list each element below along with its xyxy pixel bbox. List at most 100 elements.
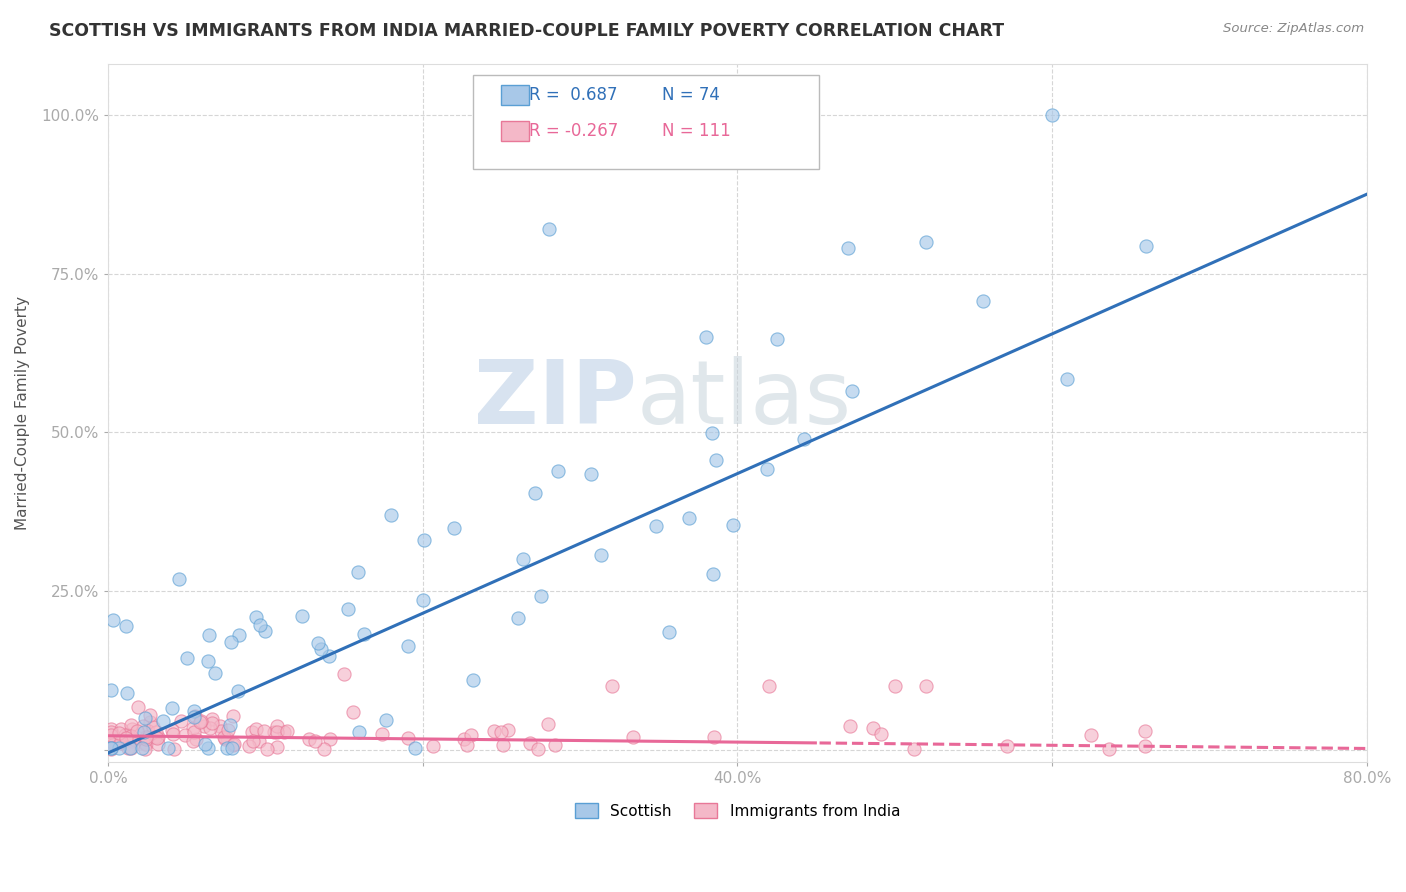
Point <box>160 701 183 715</box>
Point <box>498 723 520 737</box>
Point <box>108 726 131 740</box>
Point <box>194 737 217 751</box>
Point <box>537 222 560 236</box>
Point <box>581 467 603 481</box>
Point <box>163 742 186 756</box>
Point <box>304 734 326 748</box>
Point <box>456 738 478 752</box>
Point <box>337 602 360 616</box>
Point <box>870 726 893 740</box>
Point <box>167 572 190 586</box>
Point <box>181 721 204 735</box>
Point <box>131 719 153 733</box>
Point <box>1080 728 1102 742</box>
Point <box>249 618 271 632</box>
Point <box>240 725 263 739</box>
Point <box>125 723 148 738</box>
Point <box>396 640 419 654</box>
Point <box>135 730 157 744</box>
Point <box>200 712 222 726</box>
Point <box>100 741 122 756</box>
Point <box>146 737 169 751</box>
Point <box>138 724 160 739</box>
Point <box>201 716 224 731</box>
Point <box>214 732 236 747</box>
Point <box>217 741 239 756</box>
Point <box>245 722 267 736</box>
Point <box>190 714 212 728</box>
Point <box>111 733 134 747</box>
Point <box>100 742 122 756</box>
Point <box>183 724 205 739</box>
Point <box>972 294 994 309</box>
Point <box>198 628 221 642</box>
Point <box>422 739 444 753</box>
Point <box>146 731 169 745</box>
Point <box>100 728 122 742</box>
Point <box>218 718 240 732</box>
Point <box>883 679 905 693</box>
Point <box>197 654 219 668</box>
Point <box>1098 742 1121 756</box>
Point <box>266 724 288 739</box>
Point <box>221 709 243 723</box>
Point <box>127 699 149 714</box>
Point <box>100 722 122 736</box>
Point <box>412 533 434 547</box>
Point <box>841 384 863 398</box>
Point <box>547 464 569 478</box>
Bar <box>501 121 529 141</box>
Text: N = 74: N = 74 <box>662 86 720 103</box>
Point <box>197 741 219 756</box>
Point <box>110 735 132 749</box>
Point <box>228 628 250 642</box>
Point <box>837 241 859 255</box>
Point <box>253 624 276 638</box>
Point <box>995 739 1018 753</box>
Point <box>600 679 623 693</box>
Point <box>181 734 204 748</box>
Point <box>219 635 242 649</box>
Point <box>527 742 550 756</box>
Point <box>222 737 245 751</box>
Point <box>245 610 267 624</box>
Point <box>242 733 264 747</box>
Point <box>204 665 226 680</box>
Point <box>396 731 419 745</box>
Point <box>658 625 681 640</box>
Point <box>132 724 155 739</box>
Point <box>176 651 198 665</box>
Point <box>122 731 145 746</box>
Point <box>758 679 780 693</box>
Point <box>114 618 136 632</box>
Point <box>353 626 375 640</box>
Point <box>318 648 340 663</box>
Point <box>238 739 260 753</box>
Point <box>453 732 475 747</box>
Point <box>298 731 321 746</box>
Point <box>273 724 295 739</box>
Point <box>134 737 156 751</box>
Point <box>139 708 162 723</box>
Point <box>121 722 143 736</box>
Point <box>678 510 700 524</box>
Point <box>318 732 340 747</box>
Point <box>291 608 314 623</box>
Point <box>121 734 143 748</box>
Point <box>307 635 329 649</box>
Point <box>110 733 132 747</box>
Point <box>114 728 136 742</box>
Point <box>1133 724 1156 739</box>
Point <box>915 679 938 693</box>
Point <box>226 684 249 698</box>
Point <box>114 731 136 745</box>
Point <box>915 235 938 249</box>
Point <box>721 517 744 532</box>
Point <box>519 736 541 750</box>
Point <box>862 721 884 735</box>
Point <box>134 711 156 725</box>
Point <box>1133 739 1156 753</box>
Point <box>404 741 426 756</box>
Point <box>508 611 530 625</box>
Point <box>208 719 231 733</box>
